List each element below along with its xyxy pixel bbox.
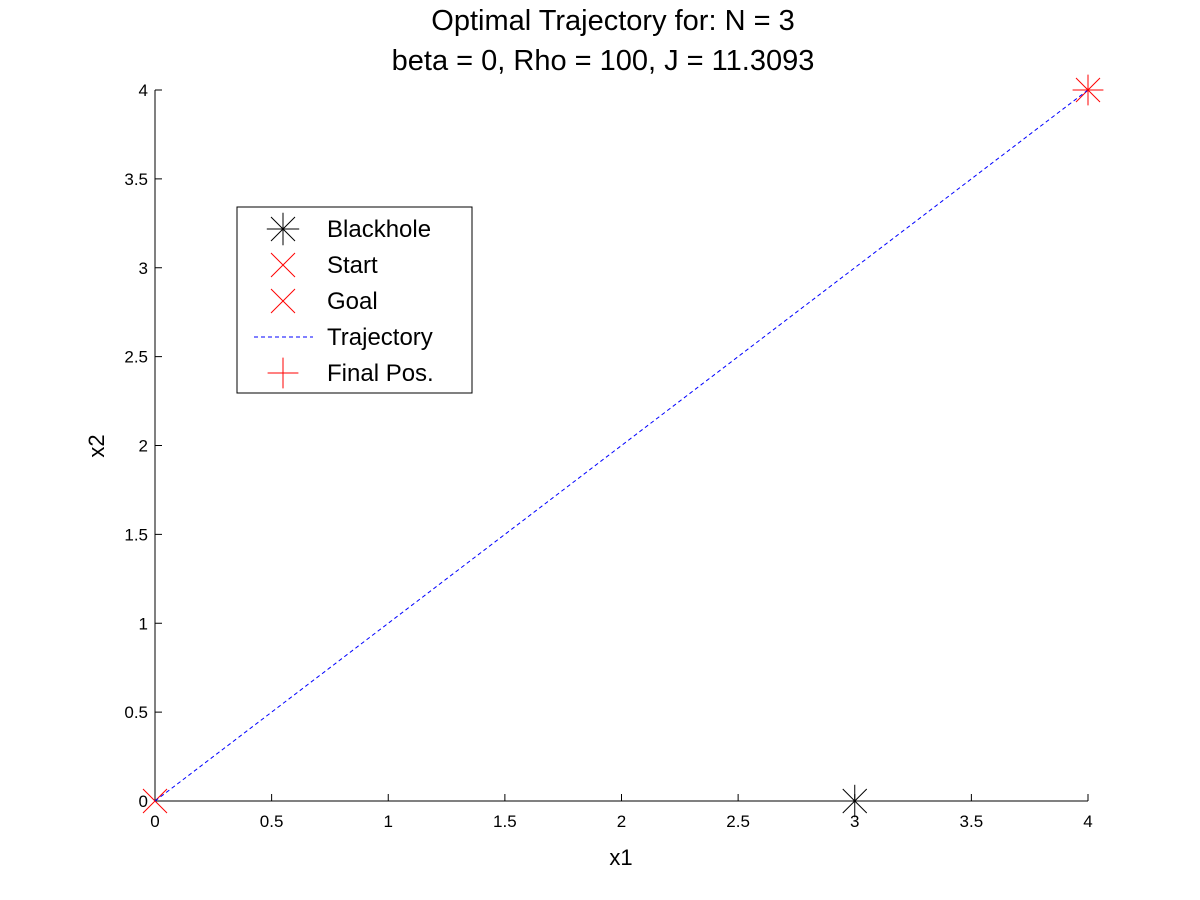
legend-label-final-pos: Final Pos. xyxy=(327,360,434,387)
y-axis-ticks: 0 0.5 1 1.5 2 2.5 3 3.5 4 xyxy=(124,81,162,811)
x-axis-label: x1 xyxy=(609,845,632,870)
x-tick-label: 4 xyxy=(1083,812,1092,831)
y-tick-label: 1.5 xyxy=(124,525,148,544)
y-tick-label: 0.5 xyxy=(124,703,148,722)
point-blackhole xyxy=(838,784,871,818)
x-tick-label: 0 xyxy=(150,812,159,831)
x-tick-label: 2.5 xyxy=(726,812,750,831)
x-tick-label: 0.5 xyxy=(260,812,284,831)
legend-swatch-blackhole xyxy=(266,212,300,246)
y-tick-label: 3.5 xyxy=(124,170,148,189)
legend: Blackhole Start Goal Trajectory Final Pos. xyxy=(236,206,473,394)
y-axis-label: x2 xyxy=(84,434,109,457)
x-tick-label: 3.5 xyxy=(960,812,984,831)
legend-label-goal: Goal xyxy=(327,288,378,315)
y-tick-label: 0 xyxy=(139,792,148,811)
x-tick-label: 1.5 xyxy=(493,812,517,831)
legend-box xyxy=(236,206,473,394)
point-final-pos xyxy=(1072,74,1104,106)
series-layer xyxy=(142,74,1104,818)
y-tick-label: 4 xyxy=(139,81,148,100)
chart-title-line-1: Optimal Trajectory for: N = 3 xyxy=(431,5,794,37)
legend-swatch-start xyxy=(270,252,296,278)
y-tick-label: 2.5 xyxy=(124,348,148,367)
x-tick-label: 1 xyxy=(384,812,393,831)
y-tick-label: 1 xyxy=(139,614,148,633)
legend-label-start: Start xyxy=(327,252,378,279)
x-tick-label: 2 xyxy=(617,812,626,831)
x-tick-label: 3 xyxy=(850,812,859,831)
legend-label-blackhole: Blackhole xyxy=(327,216,431,243)
legend-swatch-final-pos xyxy=(267,357,299,389)
y-tick-label: 3 xyxy=(139,259,148,278)
legend-swatch-goal xyxy=(270,288,296,314)
legend-label-trajectory: Trajectory xyxy=(327,324,433,351)
chart-title-line-2: beta = 0, Rho = 100, J = 11.3093 xyxy=(392,45,815,77)
x-axis-ticks: 0 0.5 1 1.5 2 2.5 3 3.5 4 xyxy=(150,794,1093,831)
y-tick-label: 2 xyxy=(139,437,148,456)
